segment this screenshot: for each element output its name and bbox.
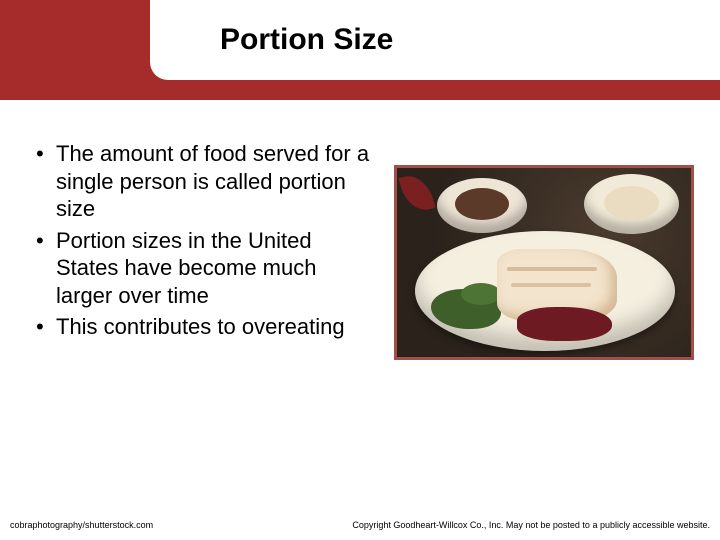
food-plate-icon [397, 168, 691, 357]
bullet-item: This contributes to overeating [30, 313, 370, 341]
bullet-item: The amount of food served for a single p… [30, 140, 370, 223]
slide: Portion Size The amount of food served f… [0, 0, 720, 540]
body-text: The amount of food served for a single p… [30, 140, 370, 345]
content-image [394, 165, 694, 360]
bullet-list: The amount of food served for a single p… [30, 140, 370, 341]
image-credit: cobraphotography/shutterstock.com [10, 520, 153, 530]
copyright-notice: Copyright Goodheart-Willcox Co., Inc. Ma… [352, 520, 710, 530]
slide-title: Portion Size [220, 23, 393, 57]
bullet-item: Portion sizes in the United States have … [30, 227, 370, 310]
header-notch: Portion Size [150, 0, 720, 80]
